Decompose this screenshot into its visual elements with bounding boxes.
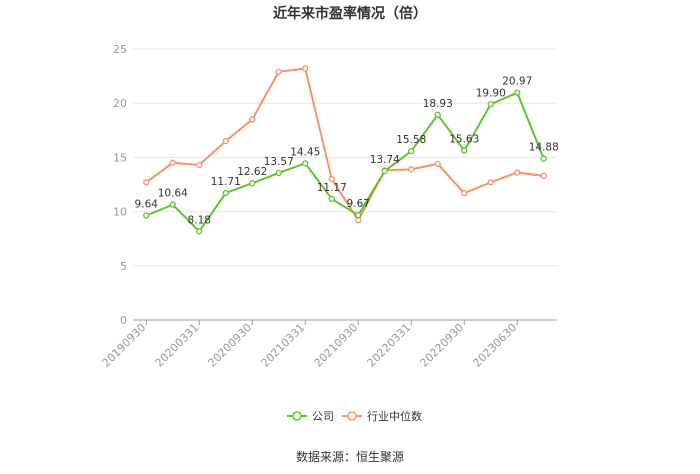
data-label: 9.67 xyxy=(347,198,370,210)
x-tick-label: 20220331 xyxy=(365,321,414,370)
x-tick-label: 20230630 xyxy=(471,321,520,370)
chart-title: 近年来市盈率情况（倍） xyxy=(273,5,427,22)
series-0-point[interactable] xyxy=(275,169,282,177)
x-tick-label: 20200930 xyxy=(206,321,255,370)
series-points xyxy=(143,65,547,235)
x-tick-label: 20200331 xyxy=(153,321,202,370)
series-0-point[interactable] xyxy=(302,160,309,167)
series-1-point[interactable] xyxy=(487,179,494,186)
data-label: 15.63 xyxy=(449,134,479,146)
x-tick-label: 20210331 xyxy=(259,321,308,370)
legend-marker-industry-icon xyxy=(347,411,357,421)
data-label: 20.97 xyxy=(502,76,532,88)
series-0-point[interactable] xyxy=(196,228,203,235)
data-label: 15.58 xyxy=(396,134,426,146)
data-label: 11.71 xyxy=(211,176,241,188)
y-tick-label: 0 xyxy=(120,314,127,327)
series-1-point[interactable] xyxy=(275,68,282,75)
legend-marker-company-icon xyxy=(292,411,302,421)
series-1-point[interactable] xyxy=(408,166,415,173)
series-1-point[interactable] xyxy=(355,217,362,224)
series-0-point[interactable] xyxy=(461,147,468,154)
y-tick-label: 5 xyxy=(120,260,127,273)
x-tick-label: 20210930 xyxy=(312,321,361,370)
series-lines xyxy=(145,67,545,233)
series-1-point[interactable] xyxy=(434,160,441,168)
data-label: 14.88 xyxy=(529,142,559,154)
series-0-point[interactable] xyxy=(434,111,441,118)
series-1-point[interactable] xyxy=(196,161,203,169)
data-label: 8.18 xyxy=(188,214,211,226)
series-1-point[interactable] xyxy=(514,169,521,176)
data-label: 9.64 xyxy=(135,199,159,211)
y-axis-ticks: 0 5 10 15 20 25 xyxy=(113,43,127,327)
series-0-point[interactable] xyxy=(222,189,229,197)
legend[interactable]: 公司 行业中位数 xyxy=(287,409,422,423)
series-0-point[interactable] xyxy=(408,147,415,155)
series-1-point[interactable] xyxy=(249,116,256,123)
series-0-point[interactable] xyxy=(249,180,256,187)
data-label: 11.17 xyxy=(317,182,347,194)
series-line-1 xyxy=(145,67,544,223)
legend-item-industry[interactable]: 行业中位数 xyxy=(342,409,422,423)
y-tick-label: 25 xyxy=(113,43,127,56)
series-0-point[interactable] xyxy=(355,212,362,219)
data-label: 18.93 xyxy=(423,98,453,110)
data-label: 10.64 xyxy=(158,188,188,200)
legend-item-company[interactable]: 公司 xyxy=(287,410,334,423)
series-1-point[interactable] xyxy=(222,137,229,145)
legend-label-industry: 行业中位数 xyxy=(367,409,422,423)
series-line-0 xyxy=(145,91,545,233)
legend-label-company: 公司 xyxy=(312,410,334,423)
x-tick-label: 20190930 xyxy=(100,321,149,370)
data-source: 数据来源：恒生聚源 xyxy=(296,449,404,464)
data-label: 13.57 xyxy=(264,156,294,168)
y-tick-label: 10 xyxy=(113,206,127,219)
data-label: 13.74 xyxy=(370,154,400,166)
series-1-point[interactable] xyxy=(143,179,150,186)
data-label: 12.62 xyxy=(237,166,267,178)
series-1-point[interactable] xyxy=(302,65,309,72)
data-label: 19.90 xyxy=(476,87,506,99)
series-0-point[interactable] xyxy=(169,201,176,208)
series-0-point[interactable] xyxy=(514,89,521,96)
series-0-point[interactable] xyxy=(381,167,388,175)
x-axis: 20190930 20200331 20200930 20210331 20210930… xyxy=(100,319,557,370)
series-0-point[interactable] xyxy=(487,101,494,108)
data-label: 14.45 xyxy=(290,146,320,158)
series-1-point[interactable] xyxy=(328,175,335,183)
series-0-point[interactable] xyxy=(328,195,335,203)
grid-lines xyxy=(133,48,557,267)
series-1-point[interactable] xyxy=(540,172,547,179)
y-tick-label: 15 xyxy=(113,151,127,164)
series-0-point[interactable] xyxy=(540,155,547,162)
series-1-point[interactable] xyxy=(169,159,176,166)
y-tick-label: 20 xyxy=(113,97,127,110)
series-0-point[interactable] xyxy=(143,212,150,219)
series-1-point[interactable] xyxy=(461,190,468,197)
x-tick-label: 20220930 xyxy=(418,321,467,370)
